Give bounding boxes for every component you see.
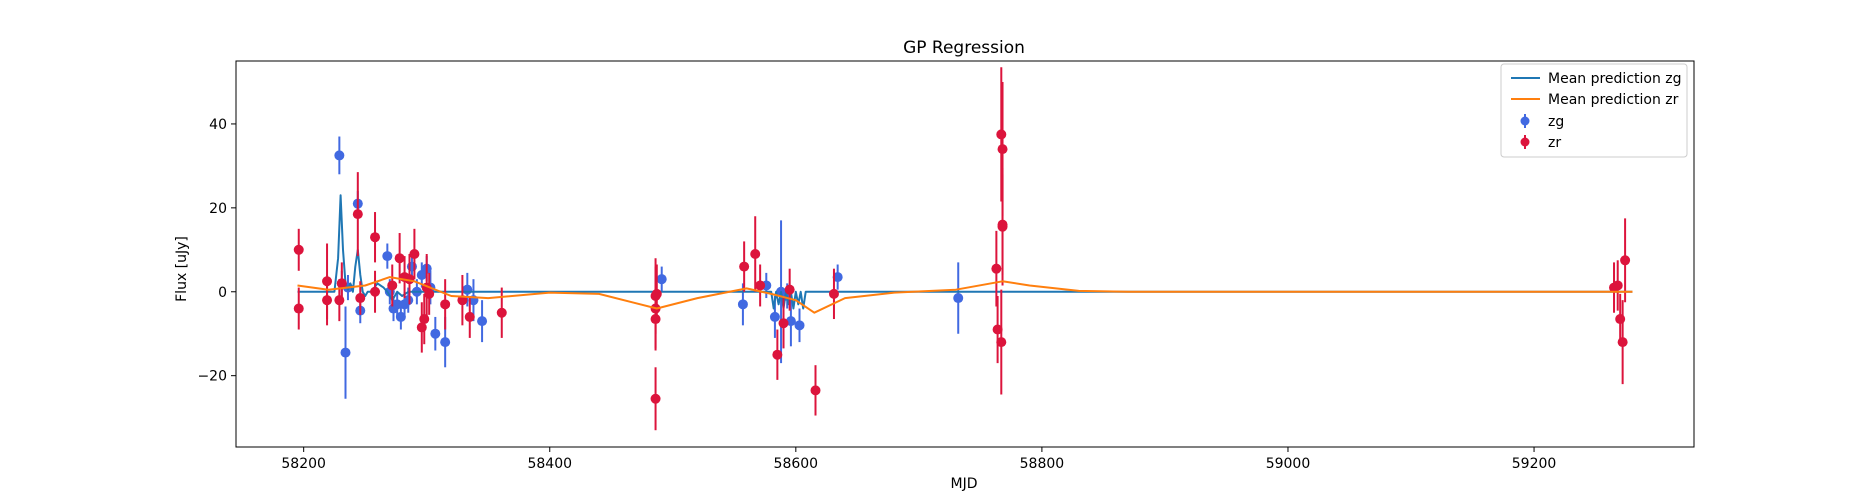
point-zr-9: [370, 286, 381, 297]
legend-box: [1500, 63, 1688, 158]
plot-content: [293, 67, 1633, 431]
point-zg-32: [953, 293, 964, 304]
legend-marker-zg: [1520, 114, 1530, 128]
leg-marker-zg-dot: [1520, 116, 1530, 126]
point-zr-39: [996, 129, 1007, 140]
point-zg-12: [403, 295, 414, 306]
point-zr-27: [651, 288, 662, 299]
point-zg-19: [440, 337, 451, 348]
point-zr-8: [370, 232, 381, 243]
point-zr-6: [352, 209, 363, 220]
y-tick-label-0: 0: [218, 285, 227, 301]
y-tick-label-20: 20: [209, 201, 227, 217]
point-zr-42: [997, 219, 1008, 230]
point-zr-4: [334, 295, 345, 306]
point-zg-26: [769, 311, 780, 322]
point-zg-31: [832, 272, 843, 283]
point-zr-15: [416, 322, 427, 333]
plot-area: [235, 60, 1695, 448]
legend-label-zg: zg: [1548, 114, 1564, 130]
x-tick-label-58200: 58200: [281, 456, 326, 472]
point-zr-38: [996, 337, 1007, 348]
point-zr-7: [355, 293, 366, 304]
zr-points: [293, 67, 1631, 431]
point-zr-33: [784, 284, 795, 295]
point-zg-2: [340, 347, 351, 358]
point-zr-34: [810, 385, 821, 396]
point-zr-44: [1612, 280, 1623, 291]
point-zr-37: [992, 324, 1003, 335]
point-zr-28: [739, 261, 750, 272]
y-axis-ticks: −20 0 20 40: [197, 117, 236, 385]
point-zg-0: [334, 150, 345, 161]
point-zr-16: [419, 314, 430, 325]
point-zg-30: [794, 320, 805, 331]
point-zr-35: [828, 288, 839, 299]
point-zr-19: [440, 299, 451, 310]
point-zr-18: [424, 288, 435, 299]
x-axis-label: MJD: [951, 476, 978, 492]
point-zr-46: [1617, 337, 1628, 348]
point-zr-47: [1620, 255, 1631, 266]
point-zr-14: [409, 249, 420, 259]
x-axis-ticks: 58200 58400 58600 58800 59000 59200: [281, 447, 1556, 472]
point-zr-31: [772, 349, 783, 360]
point-zg-18: [430, 328, 441, 339]
point-zr-45: [1615, 314, 1626, 325]
point-zg-24: [737, 299, 748, 310]
y-tick-label--20: −20: [197, 369, 227, 385]
point-zr-36: [991, 263, 1002, 274]
point-zr-30: [755, 280, 766, 291]
point-zr-22: [496, 307, 507, 318]
point-zr-1: [293, 303, 304, 314]
legend: Mean prediction zg Mean prediction zr zg…: [1500, 63, 1688, 158]
legend-label-mean-zg: Mean prediction zg: [1548, 71, 1682, 87]
point-zg-9: [392, 299, 403, 310]
x-tick-label-58400: 58400: [527, 456, 572, 472]
legend-marker-zr: [1520, 135, 1530, 149]
plot-frame: [235, 60, 1695, 448]
chart-title: GP Regression: [903, 38, 1025, 58]
point-zr-40: [997, 144, 1008, 155]
point-zg-6: [382, 251, 393, 262]
point-zg-23: [656, 274, 667, 285]
point-zg-10: [395, 311, 406, 322]
point-zr-32: [778, 318, 789, 329]
point-zr-5: [336, 278, 347, 289]
point-zg-22: [477, 316, 488, 327]
legend-label-mean-zr: Mean prediction zr: [1548, 92, 1679, 108]
point-zr-0: [293, 244, 304, 255]
point-zg-13: [406, 261, 417, 272]
x-tick-label-59000: 59000: [1266, 456, 1311, 472]
point-zr-29: [750, 249, 761, 259]
x-tick-label-58600: 58600: [774, 456, 819, 472]
point-zr-11: [394, 253, 405, 264]
point-zr-3: [322, 295, 333, 306]
x-tick-label-59200: 59200: [1512, 456, 1557, 472]
y-axis-label: Flux [uJy]: [174, 236, 190, 302]
point-zg-20: [462, 284, 473, 295]
point-zr-21: [464, 311, 475, 322]
legend-label-zr: zr: [1548, 135, 1561, 151]
x-tick-label-58800: 58800: [1020, 456, 1065, 472]
leg-marker-zr-dot: [1520, 137, 1530, 147]
point-zr-23: [650, 393, 661, 404]
y-tick-label-40: 40: [209, 117, 227, 133]
mean-line-zg: [297, 194, 1633, 310]
point-zr-10: [387, 280, 398, 291]
mean-line-zr: [297, 276, 1633, 314]
